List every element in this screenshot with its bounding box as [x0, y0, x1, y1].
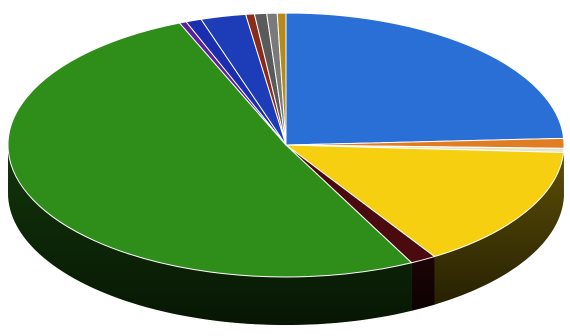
pie-slice-side-shade-4 — [434, 152, 564, 305]
pie-slice-13 — [276, 12, 287, 146]
pie-slice-4 — [285, 144, 565, 258]
pie-slice-1 — [285, 12, 565, 146]
pie-top — [7, 12, 565, 278]
pie-sides — [8, 145, 564, 326]
pie-slice-side-shade-5 — [411, 256, 435, 311]
pie-slice-6 — [7, 22, 413, 278]
pie-slice-side-shade-6 — [8, 145, 412, 326]
